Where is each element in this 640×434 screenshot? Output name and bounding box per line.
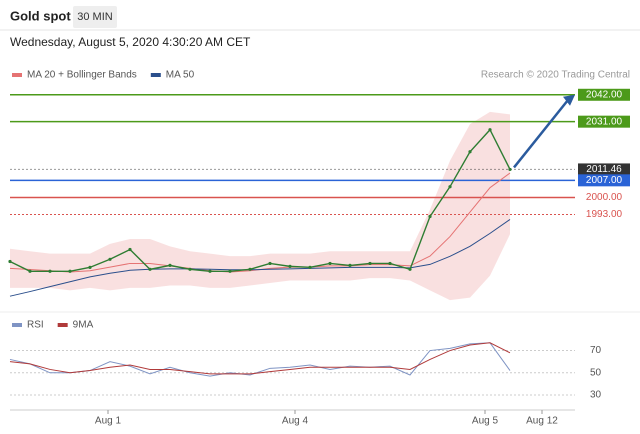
timestamp: Wednesday, August 5, 2020 4:30:20 AM CET	[10, 35, 251, 49]
level-label: 2031.00	[586, 116, 623, 127]
price-point	[308, 265, 312, 269]
price-point	[108, 257, 112, 261]
legend-swatch	[57, 323, 68, 327]
x-tick-label: Aug 12	[526, 416, 558, 427]
interval[interactable]: 30 MIN	[77, 11, 113, 23]
indicator-line	[9, 342, 511, 375]
y-tick-label: 30	[590, 390, 602, 401]
price-point	[348, 263, 352, 267]
price-point	[168, 263, 172, 267]
price-point	[68, 269, 72, 273]
price-point	[128, 247, 132, 252]
price-point	[408, 267, 412, 271]
level-tag	[578, 163, 630, 176]
legend-label: MA 50	[166, 70, 195, 81]
legend-swatch	[150, 73, 161, 77]
price-point	[188, 267, 192, 271]
interval-button[interactable]	[73, 6, 117, 28]
chart-title: Gold spot	[10, 8, 71, 23]
price-point	[428, 214, 432, 219]
legend-label: 9MA	[73, 320, 94, 331]
x-tick-label: Aug 4	[282, 416, 309, 427]
price-point	[88, 265, 92, 269]
level-tag	[578, 174, 630, 187]
price-point	[448, 185, 452, 189]
price-point	[328, 261, 332, 266]
level-label: 1993.00	[586, 209, 623, 220]
source: Research © 2020 Trading Central	[481, 70, 630, 81]
level-label: 2011.46	[586, 164, 622, 175]
arrow-head	[563, 94, 575, 106]
legend-label: RSI	[27, 320, 44, 331]
price-point	[228, 269, 232, 273]
bollinger-band	[10, 111, 510, 301]
y-tick-label: 50	[590, 367, 602, 378]
ma-line	[9, 219, 511, 297]
legend-swatch	[12, 73, 22, 77]
x-tick-label: Aug 5	[472, 416, 499, 427]
price-point	[468, 150, 472, 154]
price-point	[248, 267, 252, 271]
level-tag	[578, 115, 630, 128]
price-point	[288, 264, 292, 268]
level-label: 2007.00	[586, 175, 623, 186]
level-label: 2042.00	[586, 89, 623, 100]
price-point	[8, 259, 12, 264]
price-point	[508, 167, 512, 172]
legend-label: MA 20 + Bollinger Bands	[27, 70, 137, 81]
price-point	[268, 261, 272, 266]
price-point	[148, 267, 152, 271]
level-label: 2000.00	[586, 192, 623, 203]
price-point	[48, 269, 52, 273]
forecast-arrow	[513, 97, 570, 169]
price-point	[208, 269, 212, 273]
y-tick-label: 70	[590, 345, 602, 356]
price-line	[9, 128, 511, 272]
indicator-line	[9, 342, 511, 377]
price-point	[368, 261, 372, 266]
legend-swatch	[12, 323, 22, 327]
x-tick-label: Aug 1	[95, 416, 122, 427]
price-point	[388, 261, 392, 266]
level-tag	[578, 88, 630, 101]
price-point	[28, 269, 32, 273]
price-point	[488, 128, 492, 132]
